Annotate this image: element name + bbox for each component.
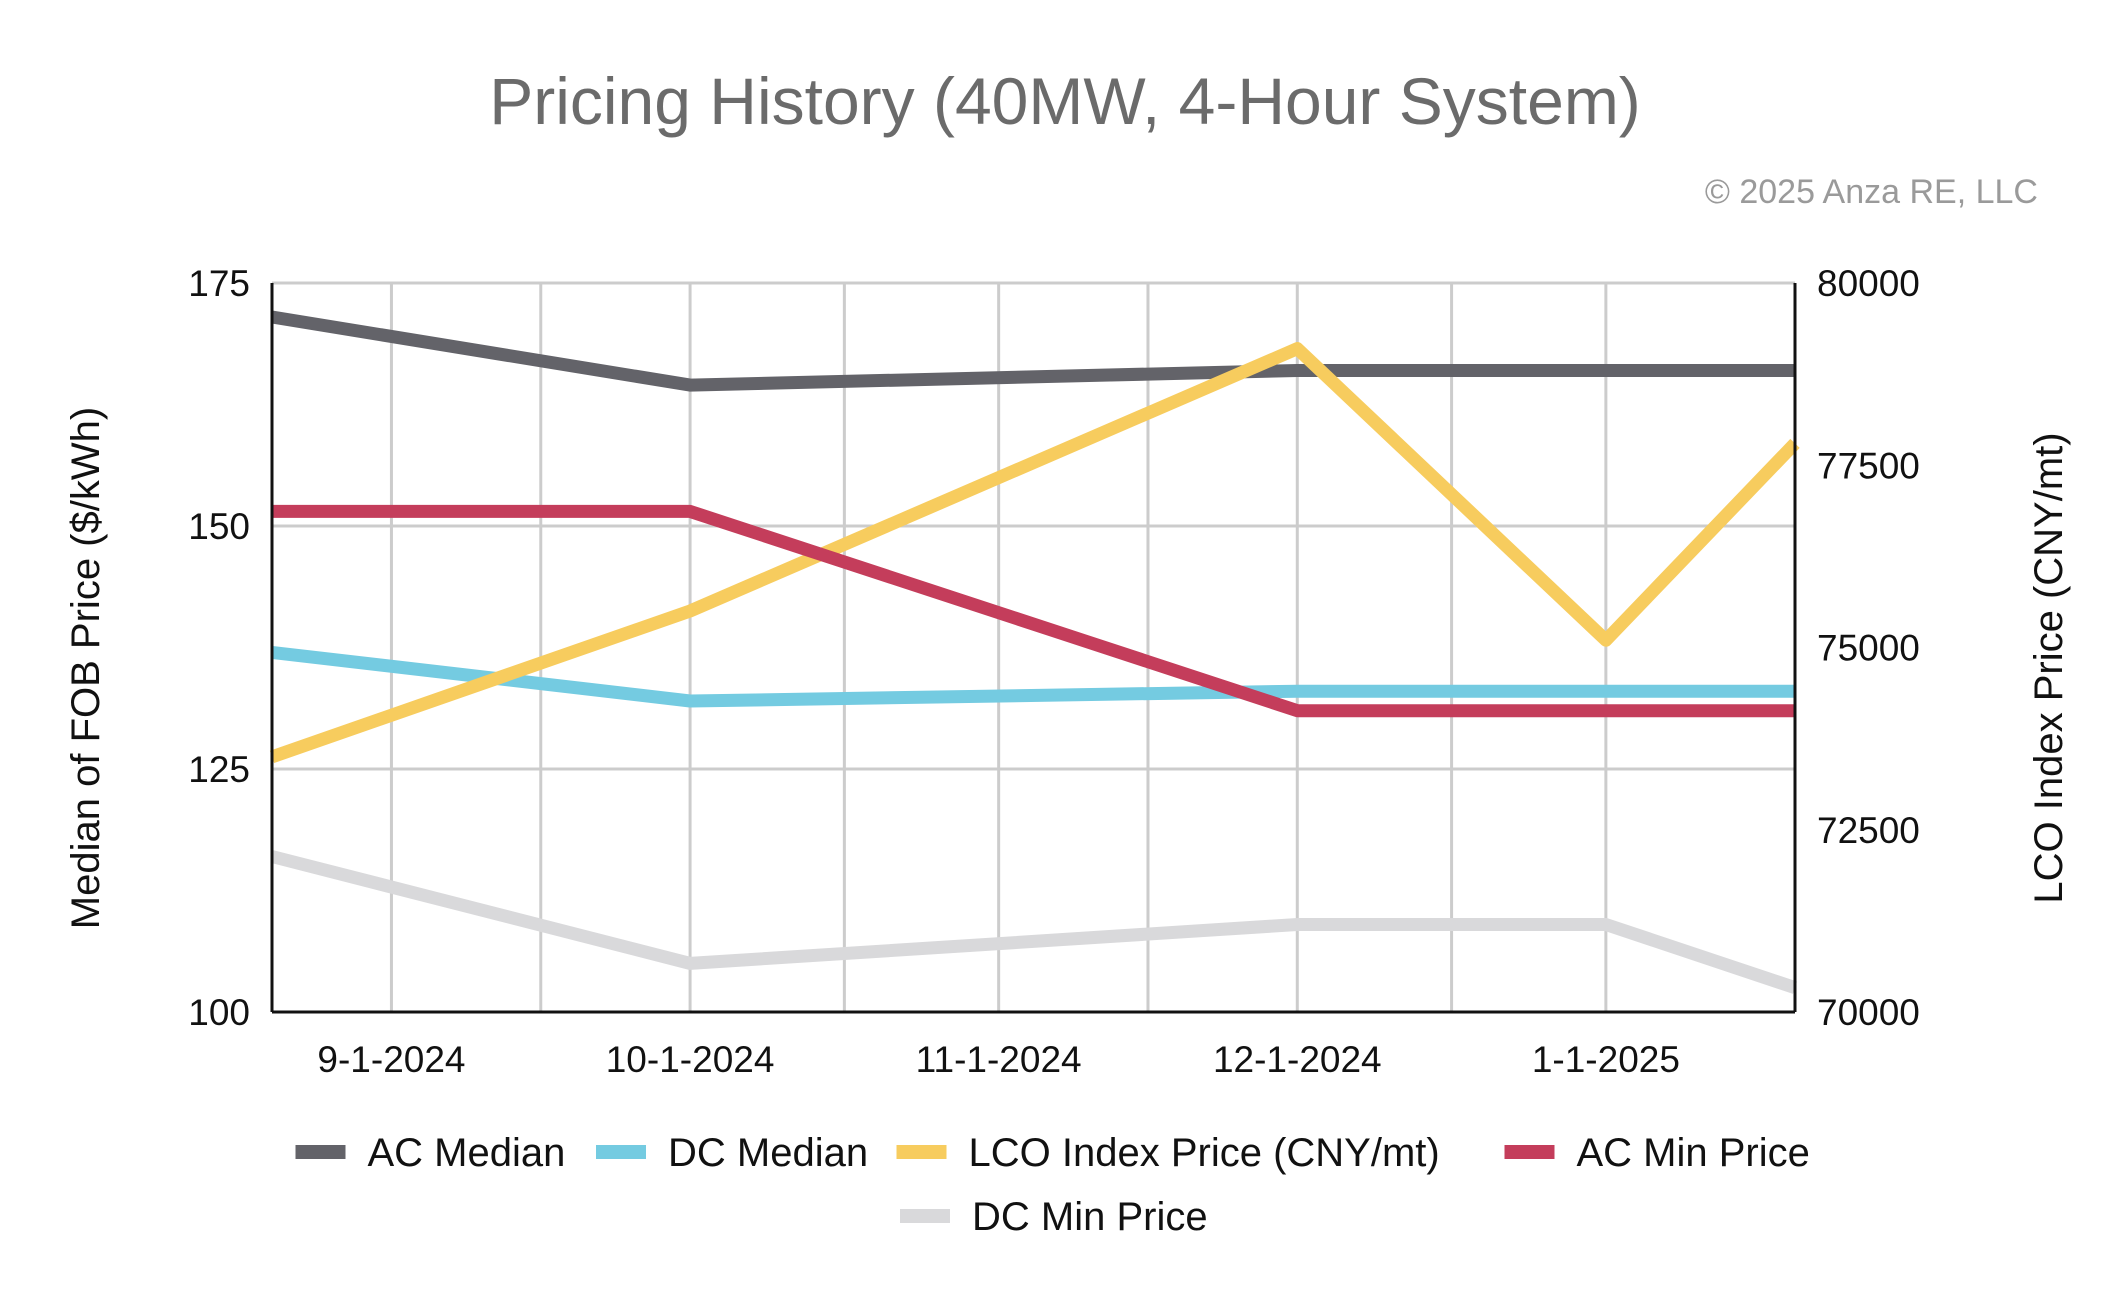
legend-swatch-ac-min-price — [1504, 1145, 1555, 1159]
legend-swatch-ac-median — [295, 1145, 346, 1159]
series-line-dc-min-price — [270, 850, 1798, 994]
series-line-lco-index-price-cny-mt — [269, 342, 1800, 764]
legend-item-ac-median: AC Median — [295, 1131, 566, 1175]
legend: AC Median DC Median LCO Index Price (CNY/m… — [295, 1131, 1810, 1239]
y-tick-label-150: 150 — [188, 506, 250, 547]
x-tick-label-11-1-2024: 11-1-2024 — [916, 1039, 1082, 1080]
x-tick-label-12-1-2024: 12-1-2024 — [1213, 1039, 1382, 1080]
legend-swatch-dc-median — [596, 1145, 646, 1159]
x-tick-label-10-1-2024: 10-1-2024 — [606, 1039, 775, 1080]
legend-item-dc-min-price: DC Min Price — [900, 1195, 1208, 1239]
series-line-dc-median — [271, 645, 1795, 708]
copyright-text: © 2025 Anza RE, LLC — [1705, 173, 2038, 211]
legend-label-ac-median: AC Median — [368, 1131, 566, 1175]
series-line-ac-median — [270, 310, 1795, 392]
y-axis-label: Median of FOB Price ($/kWh) — [64, 407, 108, 929]
x-tick-label-1-1-2025: 1-1-2025 — [1532, 1039, 1680, 1080]
axes-layer — [270, 283, 1797, 1014]
chart-title: Pricing History (40MW, 4-Hour System) — [489, 64, 1641, 138]
legend-swatch-lco-index-price-cny-mt — [896, 1145, 947, 1159]
ticks-layer: 100 125 150 175 70000 72500 75000 77500 80000 9-1… — [188, 263, 1920, 1080]
legend-label-dc-min-price: DC Min Price — [972, 1195, 1208, 1239]
y2-tick-label-72500: 72500 — [1817, 810, 1920, 851]
grid-layer — [272, 281, 1795, 1014]
legend-swatch-dc-min-price — [900, 1209, 950, 1223]
x-tick-label-9-1-2024: 9-1-2024 — [317, 1039, 465, 1080]
legend-label-lco-index-price-cny-mt: LCO Index Price (CNY/mt) — [969, 1131, 1440, 1175]
y2-tick-label-77500: 77500 — [1817, 445, 1920, 486]
y-tick-label-125: 125 — [188, 749, 250, 790]
y2-axis-label: LCO Index Price (CNY/mt) — [2027, 432, 2071, 903]
legend-label-dc-median: DC Median — [668, 1131, 868, 1175]
legend-item-dc-median: DC Median — [596, 1131, 868, 1175]
series-layer — [269, 310, 1800, 994]
y2-tick-label-70000: 70000 — [1817, 992, 1920, 1033]
legend-item-ac-min-price: AC Min Price — [1504, 1131, 1810, 1175]
legend-item-lco-index-price-cny-mt: LCO Index Price (CNY/mt) — [896, 1131, 1440, 1175]
y-tick-label-175: 175 — [188, 263, 250, 304]
y-tick-label-100: 100 — [188, 992, 250, 1033]
series-line-ac-min-price — [272, 504, 1795, 718]
y2-tick-label-75000: 75000 — [1817, 628, 1920, 669]
legend-label-ac-min-price: AC Min Price — [1577, 1131, 1810, 1175]
y2-tick-label-80000: 80000 — [1817, 263, 1920, 304]
